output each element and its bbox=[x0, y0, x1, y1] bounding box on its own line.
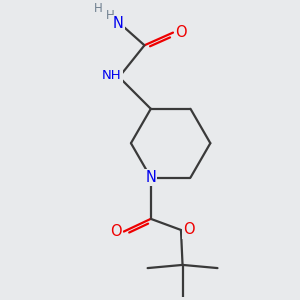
Text: O: O bbox=[175, 25, 187, 40]
Text: O: O bbox=[110, 224, 122, 239]
Text: H: H bbox=[94, 2, 103, 15]
Text: O: O bbox=[183, 223, 195, 238]
Text: H: H bbox=[106, 9, 115, 22]
Text: NH: NH bbox=[102, 69, 122, 82]
Text: N: N bbox=[113, 16, 124, 31]
Text: N: N bbox=[146, 170, 156, 185]
